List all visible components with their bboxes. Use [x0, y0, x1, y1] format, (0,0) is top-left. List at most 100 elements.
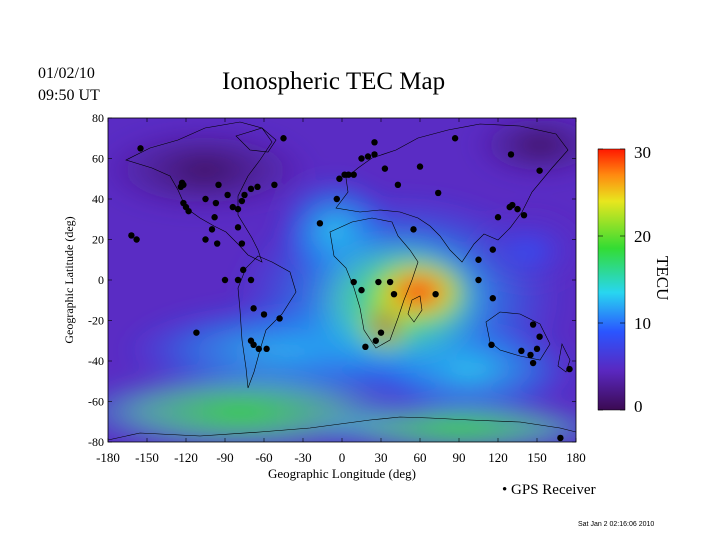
colorbar	[597, 148, 626, 411]
gps-receiver-point	[371, 139, 378, 146]
y-axis-label: Geographic Latitude (deg)	[62, 216, 76, 343]
gps-receiver-point	[128, 232, 135, 239]
chart-title: Ionospheric TEC Map	[222, 68, 446, 95]
gps-receiver-point	[451, 135, 459, 142]
colorbar-ticks: 0 10 20 30	[598, 143, 651, 416]
gps-receiver-point	[489, 246, 496, 253]
x-tick-label: -30	[294, 450, 311, 465]
x-tick-label: 150	[527, 450, 547, 465]
gps-receiver-point	[271, 181, 278, 189]
colorbar-tick-label: 0	[634, 397, 643, 416]
gps-receiver-point	[212, 199, 220, 207]
gps-receiver-point	[133, 236, 140, 243]
gps-receiver-point	[410, 226, 417, 233]
x-axis-label: Geographic Longitude (deg)	[268, 466, 416, 481]
y-tick-label: 80	[92, 111, 104, 125]
gps-receiver-point	[215, 181, 222, 189]
gps-receiver-point	[371, 151, 378, 158]
gps-receiver-point	[255, 345, 262, 353]
x-tick-label: 30	[375, 450, 388, 465]
gps-receiver-point	[566, 365, 573, 373]
gps-receiver-point	[364, 153, 372, 160]
colorbar-tick-label: 30	[634, 143, 651, 162]
gps-receiver-point	[432, 290, 439, 298]
colorbar-tick-label: 20	[634, 227, 651, 246]
gps-receiver-point	[372, 337, 379, 344]
gps-receiver-point	[509, 201, 516, 209]
gps-receiver-point	[514, 205, 521, 213]
x-tick-label: 120	[488, 450, 508, 465]
gps-receiver-point	[475, 276, 482, 284]
timestamp-footer: Sat Jan 2 02:16:06 2010	[578, 521, 655, 528]
gps-receiver-point	[316, 220, 324, 227]
gps-receiver-point	[247, 185, 255, 193]
x-tick-label: -150	[135, 450, 159, 465]
gps-receiver-point	[333, 195, 340, 203]
gps-receiver-point	[247, 276, 255, 284]
gps-receiver-point	[358, 155, 365, 162]
gps-receiver-point	[224, 191, 231, 199]
gps-receiver-point	[507, 151, 515, 158]
x-tick-label: -90	[216, 450, 233, 465]
gps-receiver-point	[208, 226, 216, 233]
y-tick-label: -60	[88, 395, 104, 409]
y-tick-label: 60	[92, 152, 104, 166]
gps-receiver-point	[238, 240, 246, 247]
colorbar-tick-label: 10	[634, 314, 651, 333]
y-tick-label: -40	[88, 354, 104, 368]
gps-receivers	[128, 135, 573, 442]
gps-receiver-point	[362, 343, 369, 351]
x-tick-label: -180	[96, 450, 120, 465]
gps-receiver-point	[336, 175, 343, 182]
gps-receiver-point	[202, 195, 209, 203]
y-tick-label: 20	[92, 233, 104, 247]
gps-receiver-point	[533, 345, 541, 353]
gps-receiver-point	[394, 181, 402, 189]
gps-receiver-point	[263, 345, 270, 353]
gps-receiver-point	[518, 347, 525, 355]
gps-receiver-point	[358, 286, 365, 294]
gps-receiver-point	[529, 359, 537, 367]
gps-receiver-point	[211, 214, 218, 221]
gps-receiver-point	[488, 341, 495, 348]
legend-label: GPS Receiver	[511, 482, 596, 498]
gps-receiver-point	[276, 315, 283, 322]
legend-marker: •	[502, 482, 508, 498]
x-axis-ticks: -180 -150 -120 -90 -60 -30 0 30 60 90 120 150 180	[96, 118, 586, 465]
gps-receiver-point	[234, 224, 242, 231]
tec-field	[108, 118, 576, 442]
gps-receiver-point	[345, 171, 352, 178]
x-tick-label: 60	[414, 450, 427, 465]
gps-receiver-point	[260, 311, 268, 318]
y-tick-label: -20	[88, 314, 104, 328]
gps-receiver-point	[536, 333, 543, 340]
gps-receiver-point	[489, 295, 496, 302]
gps-receiver-point	[241, 191, 248, 199]
gps-receiver-point	[250, 341, 257, 348]
gps-receiver-point	[527, 351, 534, 359]
gps-receiver-point	[229, 203, 236, 211]
gps-receiver-point	[529, 321, 537, 328]
gps-receiver-point	[381, 165, 389, 172]
gps-receiver-point	[254, 183, 261, 191]
gps-receiver-point	[214, 240, 221, 247]
gps-receiver-point	[202, 236, 209, 243]
gps-receiver-point	[390, 290, 398, 298]
y-tick-label: 40	[92, 192, 104, 206]
colorbar-label: TECU	[653, 256, 672, 301]
gps-receiver-point	[520, 212, 528, 219]
gps-receiver-point	[494, 214, 502, 221]
gps-receiver-point	[475, 256, 482, 263]
gps-receiver-point	[185, 207, 192, 215]
x-tick-label: -60	[255, 450, 272, 465]
gps-receiver-point	[137, 145, 144, 152]
y-axis-ticks: -80 -60 -40 -20 0 20 40 60 80	[88, 111, 576, 449]
gps-receiver-point	[180, 181, 187, 189]
x-tick-label: 90	[453, 450, 466, 465]
gps-receiver-point	[375, 278, 382, 286]
gps-receiver-point	[234, 205, 242, 213]
x-tick-label: 0	[339, 450, 346, 465]
legend: • GPS Receiver	[502, 482, 596, 499]
gps-receiver-point	[240, 266, 247, 274]
